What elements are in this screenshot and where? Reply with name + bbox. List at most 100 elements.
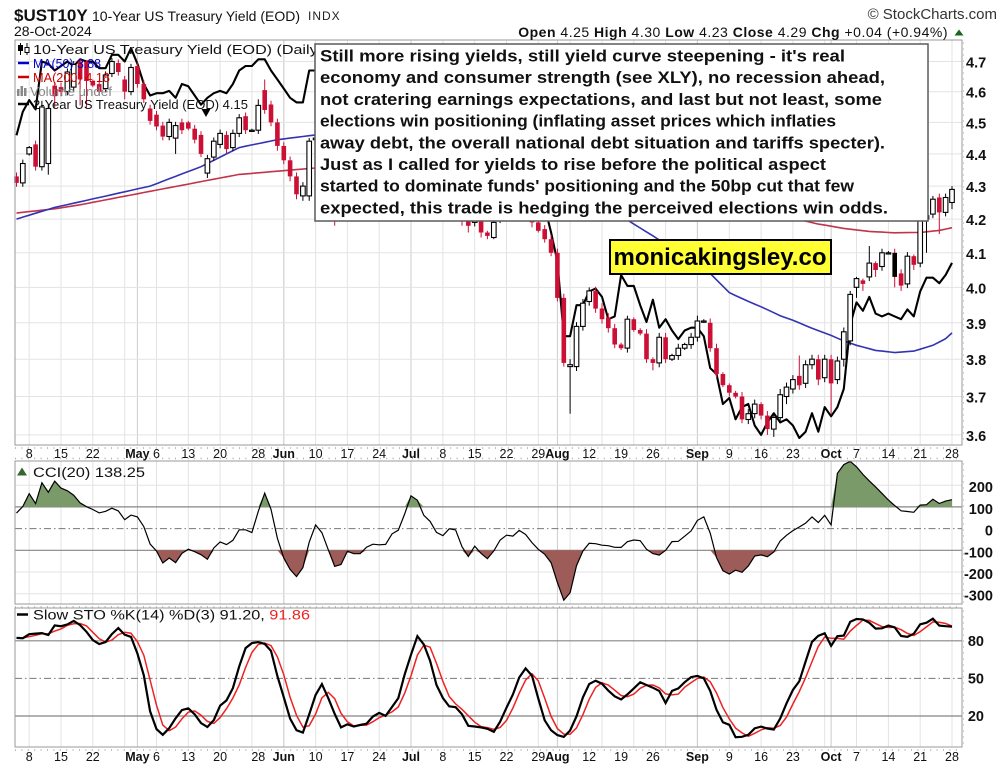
svg-text:29: 29 xyxy=(531,750,545,764)
svg-text:16: 16 xyxy=(754,447,768,461)
svg-text:7: 7 xyxy=(853,447,860,461)
svg-text:4.7: 4.7 xyxy=(966,56,986,72)
svg-text:28: 28 xyxy=(945,750,959,764)
svg-text:Open 4.25 High 4.30 Low 4.23 C: Open 4.25 High 4.30 Low 4.23 Close 4.29 … xyxy=(518,24,948,40)
svg-text:7: 7 xyxy=(853,750,860,764)
svg-text:200: 200 xyxy=(969,480,993,496)
svg-text:23: 23 xyxy=(786,750,800,764)
svg-text:23: 23 xyxy=(786,447,800,461)
svg-text:20: 20 xyxy=(213,750,227,764)
svg-text:22: 22 xyxy=(86,750,100,764)
svg-text:15: 15 xyxy=(468,447,482,461)
svg-text:9: 9 xyxy=(726,447,733,461)
svg-text:14: 14 xyxy=(881,447,895,461)
svg-text:12: 12 xyxy=(582,447,596,461)
svg-text:22: 22 xyxy=(500,447,514,461)
svg-text:19: 19 xyxy=(614,750,628,764)
svg-text:28: 28 xyxy=(251,447,265,461)
svg-text:economy and consumer strength: economy and consumer strength (see XLY),… xyxy=(320,68,885,87)
svg-text:21: 21 xyxy=(913,750,927,764)
svg-text:20: 20 xyxy=(968,709,984,725)
svg-text:away debt, the overall nationa: away debt, the overall national debt sit… xyxy=(320,133,885,152)
svg-text:10: 10 xyxy=(309,750,323,764)
svg-text:Still more rising yields, stil: Still more rising yields, still yield cu… xyxy=(320,47,845,66)
svg-text:3.7: 3.7 xyxy=(966,391,986,407)
svg-text:© StockCharts.com: © StockCharts.com xyxy=(868,6,997,23)
svg-text:Volume undef: Volume undef xyxy=(30,84,112,99)
svg-text:13: 13 xyxy=(181,447,195,461)
svg-text:9: 9 xyxy=(726,750,733,764)
svg-text:100: 100 xyxy=(969,502,993,518)
svg-text:29: 29 xyxy=(531,447,545,461)
svg-text:May: May xyxy=(125,447,149,461)
svg-text:13: 13 xyxy=(181,750,195,764)
svg-text:26: 26 xyxy=(646,750,660,764)
svg-text:INDX: INDX xyxy=(308,9,341,23)
svg-text:expected, this trade is hedgin: expected, this trade is hedging the perc… xyxy=(320,198,888,217)
svg-text:8: 8 xyxy=(439,447,446,461)
svg-text:8: 8 xyxy=(26,447,33,461)
svg-text:26: 26 xyxy=(646,447,660,461)
svg-text:14: 14 xyxy=(881,750,895,764)
svg-text:monicakingsley.co: monicakingsley.co xyxy=(614,244,827,271)
svg-text:50: 50 xyxy=(968,671,984,687)
svg-text:4.1: 4.1 xyxy=(966,247,986,263)
svg-text:4.0: 4.0 xyxy=(966,281,986,297)
svg-text:0: 0 xyxy=(985,524,993,540)
svg-text:started to dominate funds' pos: started to dominate funds' positioning a… xyxy=(320,177,855,196)
svg-text:-300: -300 xyxy=(964,589,993,605)
svg-text:24: 24 xyxy=(372,447,386,461)
svg-text:8: 8 xyxy=(439,750,446,764)
svg-text:15: 15 xyxy=(54,750,68,764)
svg-text:3.9: 3.9 xyxy=(966,317,986,333)
svg-text:-100: -100 xyxy=(964,545,993,561)
svg-text:21: 21 xyxy=(913,447,927,461)
svg-text:24: 24 xyxy=(372,750,386,764)
svg-text:15: 15 xyxy=(468,750,482,764)
svg-text:Just as I called for yields to: Just as I called for yields to rise befo… xyxy=(320,155,826,174)
svg-text:Jul: Jul xyxy=(402,750,420,764)
svg-text:3.8: 3.8 xyxy=(966,353,986,369)
svg-text:Sep: Sep xyxy=(686,447,709,461)
svg-text:8: 8 xyxy=(26,750,33,764)
svg-text:4.4: 4.4 xyxy=(966,148,986,164)
svg-text:28: 28 xyxy=(945,447,959,461)
svg-text:Oct: Oct xyxy=(821,447,843,461)
svg-text:3.6: 3.6 xyxy=(966,429,986,445)
svg-text:10-Year US Treasury Yield (EOD: 10-Year US Treasury Yield (EOD) xyxy=(92,8,300,24)
svg-text:Aug: Aug xyxy=(545,447,569,461)
svg-text:28-Oct-2024: 28-Oct-2024 xyxy=(14,23,92,39)
svg-text:Aug: Aug xyxy=(545,750,569,764)
svg-text:May: May xyxy=(125,750,149,764)
svg-text:4.2: 4.2 xyxy=(966,213,986,229)
svg-text:12: 12 xyxy=(582,750,596,764)
svg-text:15: 15 xyxy=(54,447,68,461)
svg-text:4.5: 4.5 xyxy=(966,116,986,132)
svg-text:Oct: Oct xyxy=(821,750,843,764)
svg-text:MA(200) 4.18: MA(200) 4.18 xyxy=(33,70,110,85)
svg-text:6: 6 xyxy=(153,447,160,461)
svg-text:$UST10Y: $UST10Y xyxy=(14,6,88,25)
svg-text:MA(50) 3.88: MA(50) 3.88 xyxy=(33,56,101,71)
svg-text:20: 20 xyxy=(213,447,227,461)
svg-text:Jul: Jul xyxy=(402,447,420,461)
svg-text:17: 17 xyxy=(340,447,354,461)
svg-text:elections win positioning (inf: elections win positioning (inflating ass… xyxy=(320,112,836,131)
svg-text:CCI(20) 138.25: CCI(20) 138.25 xyxy=(33,465,145,480)
svg-text:10: 10 xyxy=(309,447,323,461)
svg-text:28: 28 xyxy=(251,750,265,764)
svg-text:Slow STO %K(14) %D(3) 91.20, 9: Slow STO %K(14) %D(3) 91.20, 91.86 xyxy=(33,608,310,623)
svg-text:22: 22 xyxy=(86,447,100,461)
svg-text:Sep: Sep xyxy=(686,750,709,764)
svg-text:4.3: 4.3 xyxy=(966,180,986,196)
svg-text:4.6: 4.6 xyxy=(966,86,986,102)
svg-text:Jun: Jun xyxy=(273,750,295,764)
svg-text:19: 19 xyxy=(614,447,628,461)
svg-text:6: 6 xyxy=(153,750,160,764)
svg-text:2-Year US Treasury Yield (EOD): 2-Year US Treasury Yield (EOD) 4.15 xyxy=(33,97,248,112)
svg-text:not cratering earnings expecta: not cratering earnings expectations, and… xyxy=(320,90,882,109)
svg-text:80: 80 xyxy=(968,634,984,650)
svg-text:10-Year US Treasury Yield (EOD: 10-Year US Treasury Yield (EOD) (Daily) xyxy=(33,42,323,57)
svg-text:16: 16 xyxy=(754,750,768,764)
svg-text:22: 22 xyxy=(500,750,514,764)
